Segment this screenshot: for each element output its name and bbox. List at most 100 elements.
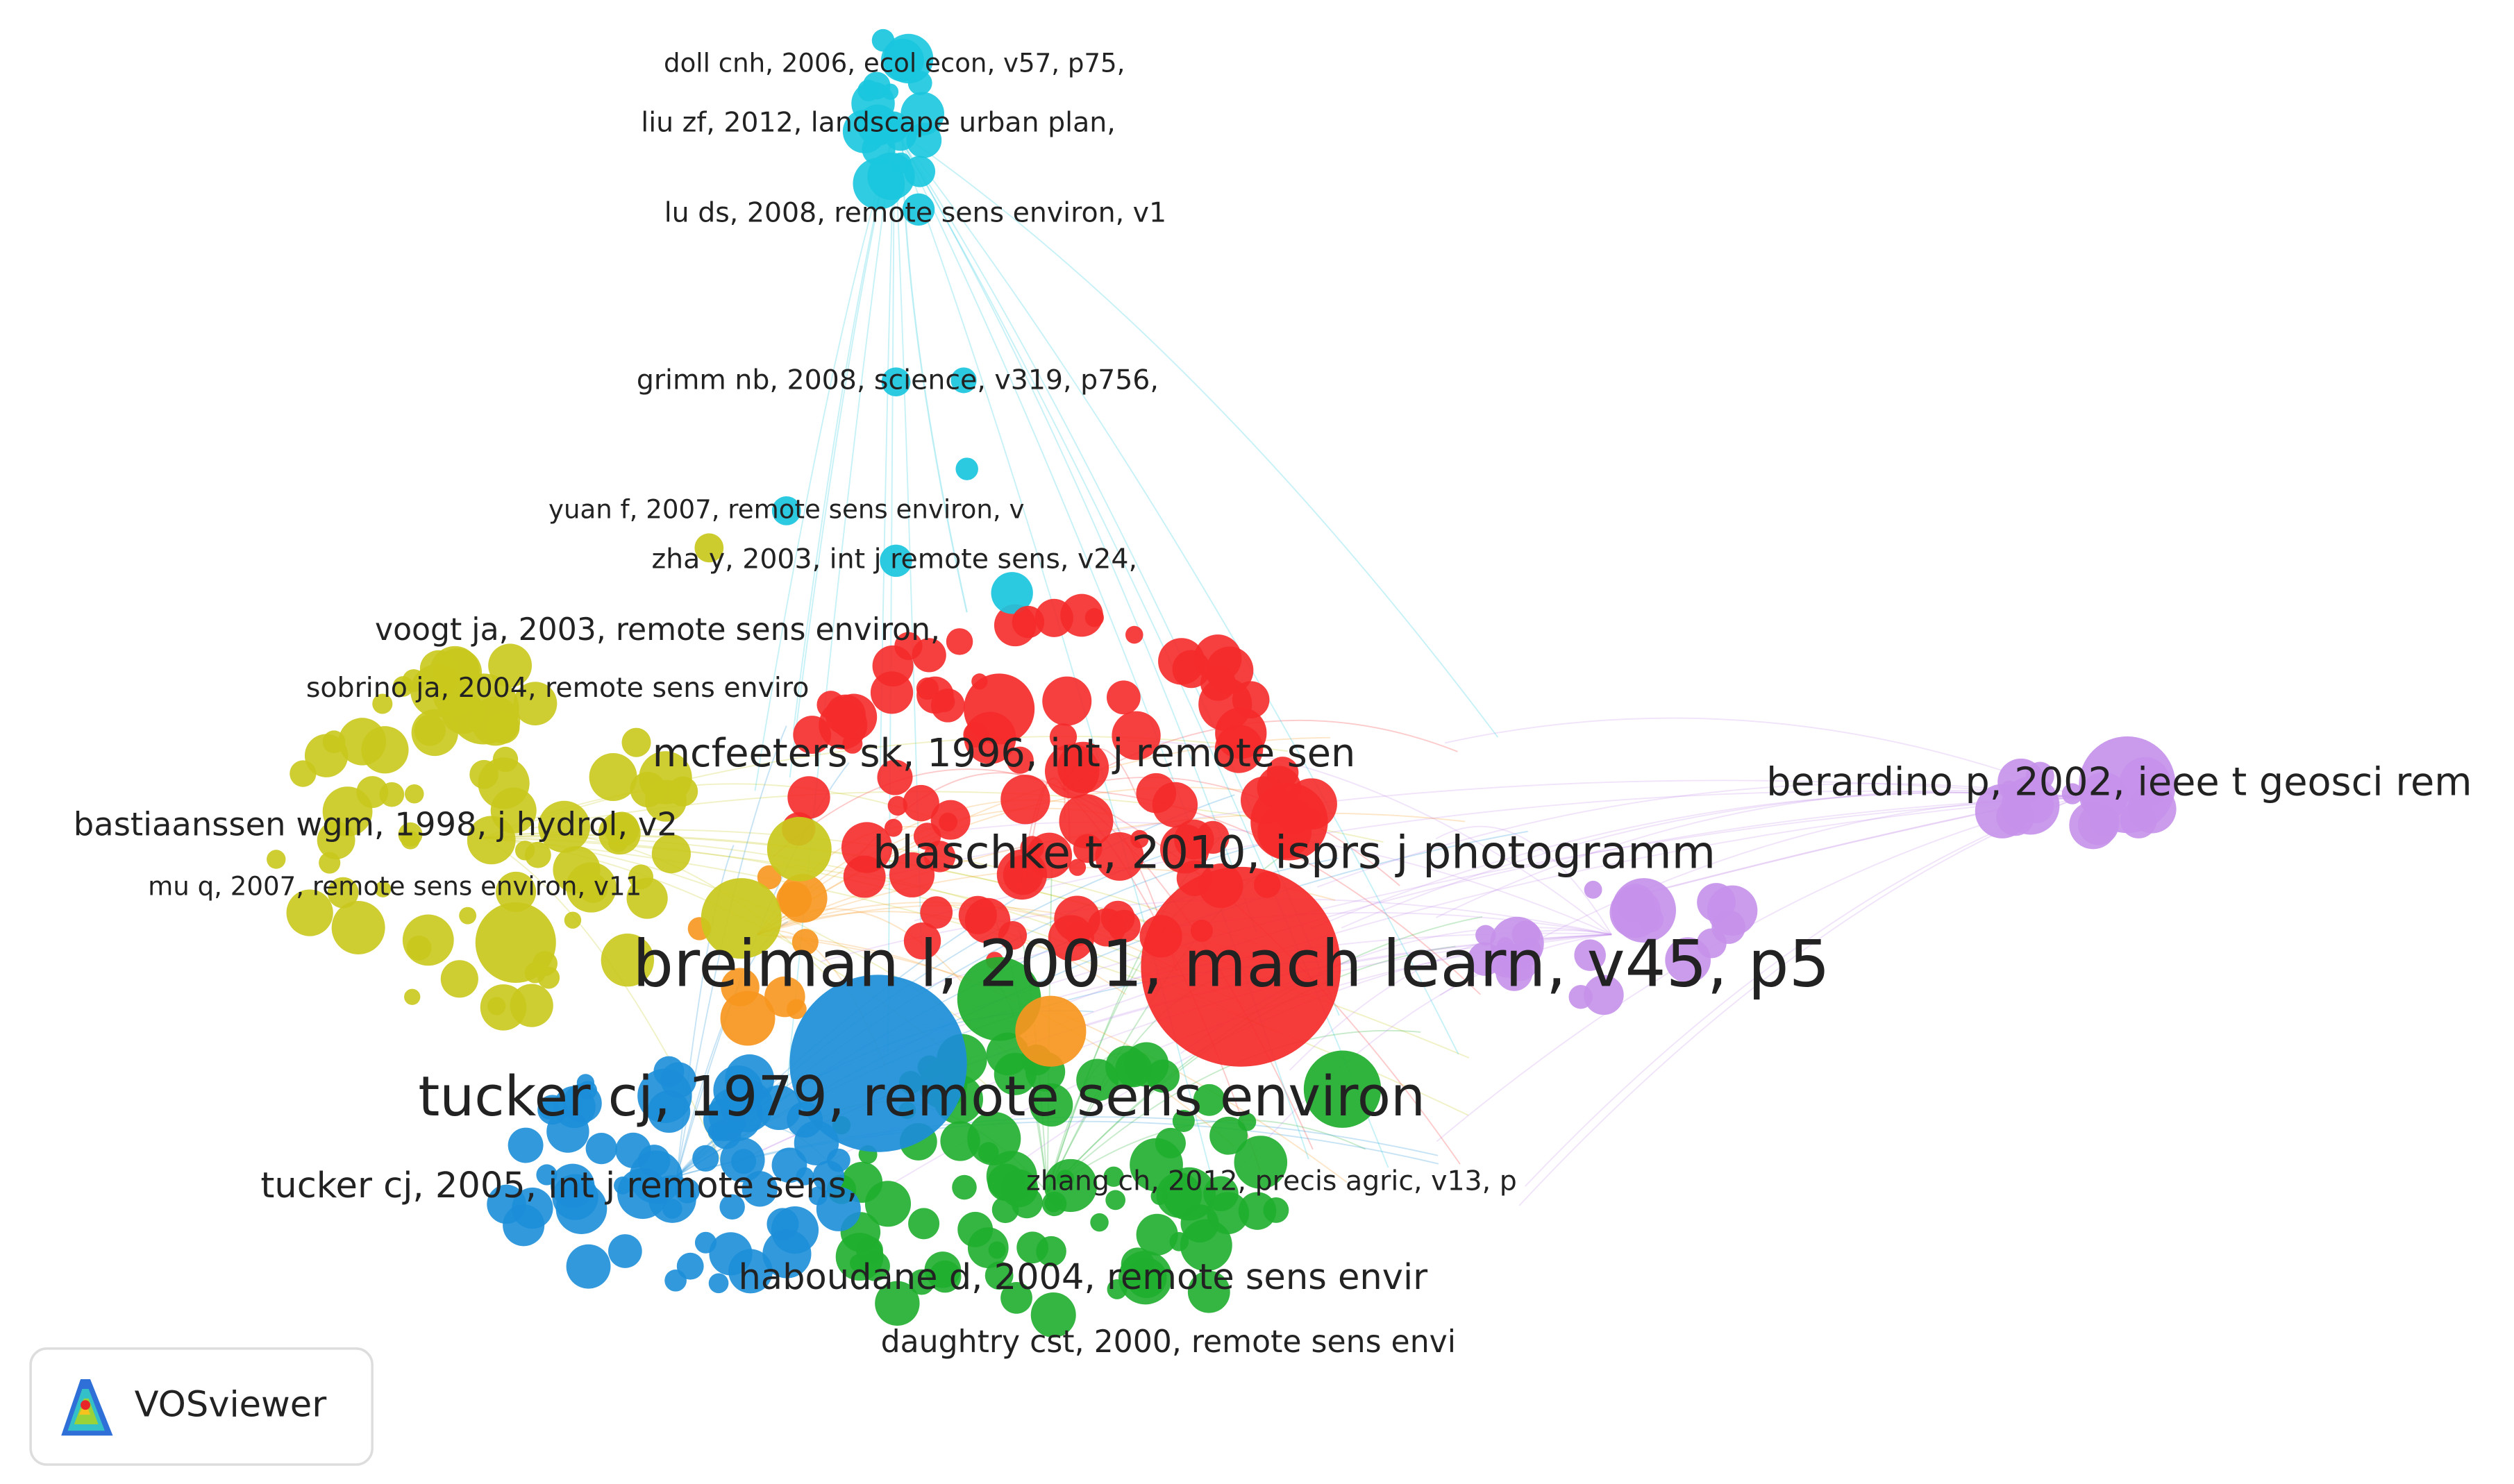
logo-frame <box>29 1347 374 1466</box>
node <box>883 33 934 84</box>
node <box>2001 776 2060 835</box>
node <box>991 572 1033 614</box>
node <box>585 1133 617 1165</box>
node <box>1066 921 1091 947</box>
node <box>787 776 830 819</box>
bubbles <box>267 28 2177 1338</box>
node <box>771 496 801 525</box>
node <box>1084 608 1104 627</box>
node-label: doll cnh, 2006, ecol econ, v57, p75, <box>664 48 1125 78</box>
node <box>538 800 591 853</box>
node <box>1042 676 1092 726</box>
node <box>1107 1279 1128 1299</box>
node <box>1016 1231 1049 1264</box>
node <box>459 907 477 925</box>
node <box>860 1251 890 1281</box>
node <box>952 1174 977 1200</box>
node <box>1095 832 1144 881</box>
node <box>1121 1247 1155 1281</box>
node <box>546 1110 589 1153</box>
node <box>1012 605 1045 639</box>
node <box>940 1121 980 1161</box>
node <box>950 367 977 394</box>
node <box>708 1273 729 1294</box>
node <box>881 367 911 397</box>
node <box>401 830 420 850</box>
node <box>870 671 914 714</box>
node <box>379 782 405 807</box>
node <box>1057 741 1109 793</box>
node <box>490 787 537 834</box>
node <box>1574 939 1606 971</box>
logo-box[interactable]: VOSviewer <box>29 1347 374 1466</box>
node <box>789 975 967 1152</box>
edge <box>757 908 967 988</box>
edge <box>1444 717 2079 798</box>
node <box>608 1234 642 1268</box>
node <box>653 1056 685 1087</box>
node <box>786 999 807 1020</box>
node <box>903 784 939 822</box>
node <box>664 1269 687 1292</box>
node <box>1090 1213 1109 1232</box>
node <box>1049 723 1078 751</box>
node <box>720 1079 773 1133</box>
node <box>720 1137 765 1183</box>
edge <box>1317 783 2079 888</box>
node-label: blaschke t, 2010, isprs j photogramm <box>873 827 1716 879</box>
node <box>928 1260 962 1293</box>
node <box>1155 1127 1186 1158</box>
node <box>964 673 1035 745</box>
node <box>1125 625 1143 644</box>
node <box>1059 794 1114 849</box>
node <box>880 544 912 577</box>
node-label: mu q, 2007, remote sens environ, v11 <box>148 872 642 902</box>
node-label: daughtry cst, 2000, remote sens envi <box>881 1324 1456 1360</box>
edge <box>1289 929 1612 1071</box>
node <box>766 1208 799 1240</box>
node <box>778 874 828 923</box>
node <box>933 691 955 713</box>
node <box>319 852 341 874</box>
node-label: lu ds, 2008, remote sens environ, v1 <box>664 196 1166 228</box>
node <box>1150 1187 1168 1205</box>
node <box>372 693 393 714</box>
node <box>1034 598 1073 637</box>
node <box>771 1147 807 1183</box>
edge <box>1063 776 1400 886</box>
node <box>955 457 978 480</box>
node <box>908 1208 940 1240</box>
node <box>842 733 863 754</box>
node <box>946 628 973 655</box>
edge <box>914 791 2079 922</box>
node <box>1303 1050 1382 1128</box>
node <box>701 878 782 959</box>
node-label: tucker cj, 2005, int j remote sens, <box>260 1165 857 1206</box>
node <box>757 865 782 890</box>
node <box>1006 746 1034 774</box>
node <box>887 795 907 816</box>
edge <box>1238 934 1612 1172</box>
node <box>1517 938 1542 963</box>
node <box>1136 773 1177 813</box>
labels: doll cnh, 2006, ecol econ, v57, p75, liu … <box>74 48 2472 1359</box>
node <box>621 727 651 757</box>
node <box>448 673 519 745</box>
node <box>1056 1170 1075 1188</box>
edge <box>887 128 896 1052</box>
node-label: grimm nb, 2008, science, v319, p756, <box>637 364 1159 396</box>
node-label: berardino p, 2002, ieee t geosci rem <box>1766 760 2472 805</box>
node <box>374 881 392 897</box>
node <box>1136 1213 1178 1256</box>
node <box>1030 1083 1073 1127</box>
node-label: haboudane d, 2004, remote sens envir <box>738 1257 1427 1298</box>
node <box>816 1186 861 1231</box>
node <box>1196 820 1230 854</box>
node <box>871 28 895 52</box>
node <box>402 914 454 966</box>
node <box>843 855 886 898</box>
node-label: mcfeeters sk, 1996, int j remote sen <box>653 731 1356 776</box>
node <box>1187 1270 1230 1313</box>
node <box>487 997 506 1015</box>
